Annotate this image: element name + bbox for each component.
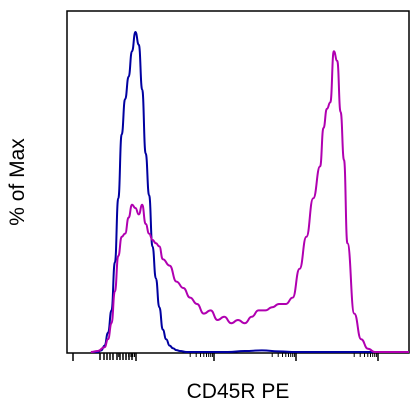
x-axis-ticks: [72, 353, 379, 361]
histogram-series-2: [90, 50, 409, 353]
series-layer: [90, 31, 409, 353]
plot-frame: [66, 10, 410, 354]
histogram-series-1: [90, 31, 409, 353]
y-axis-label: % of Max: [6, 138, 29, 226]
x-axis-label: CD45R PE: [187, 380, 290, 403]
